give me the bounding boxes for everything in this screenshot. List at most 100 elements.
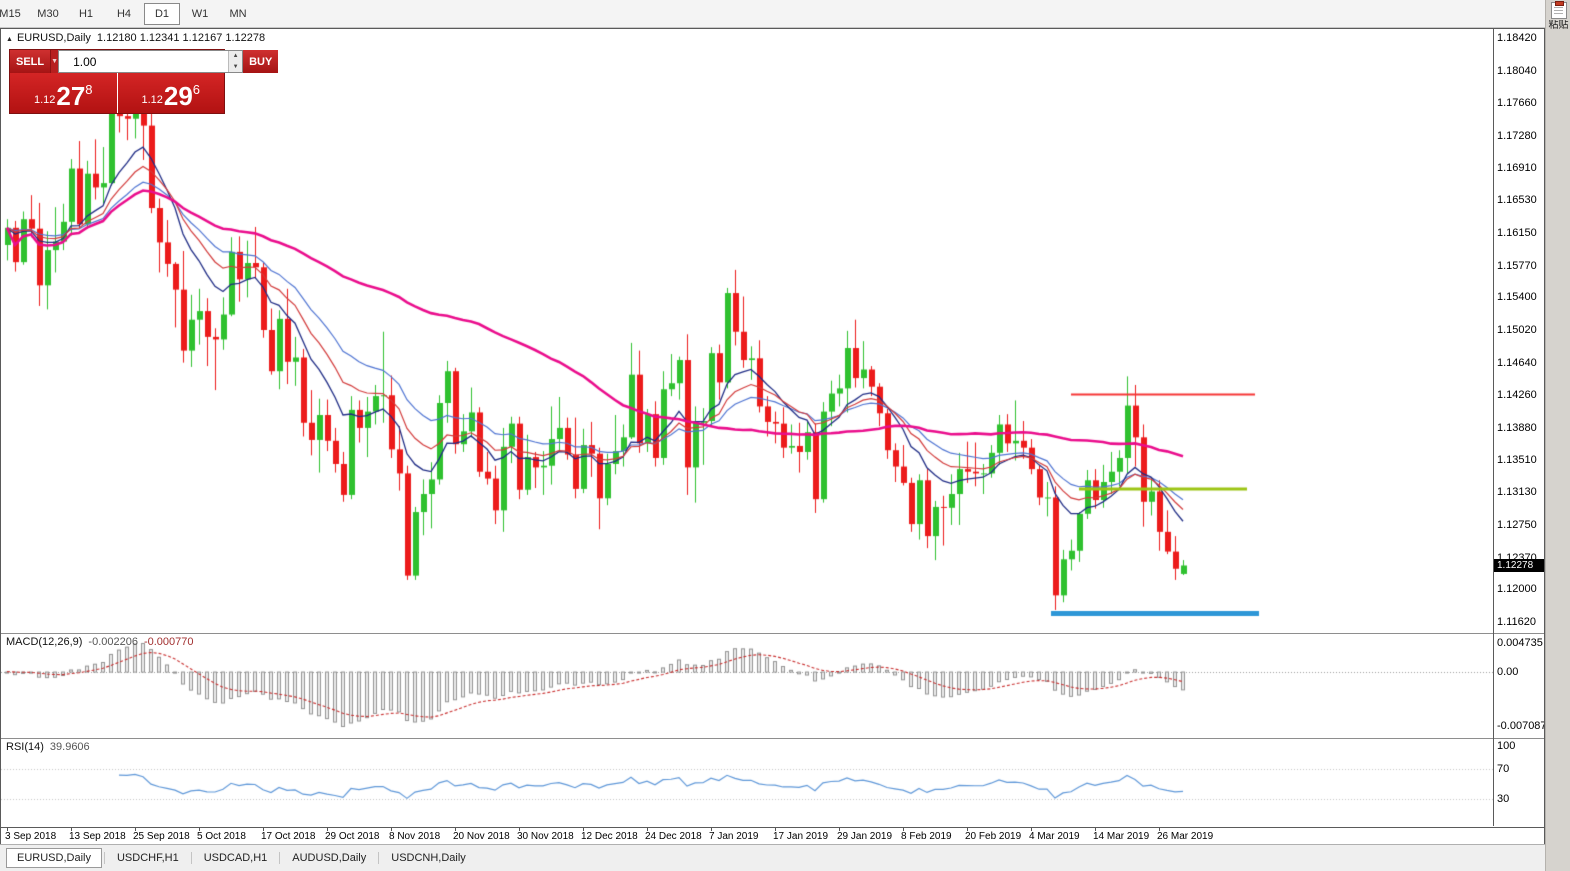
buy-price-sup: 6 [192,82,201,97]
macd-scale-label: 0.004735 [1497,637,1543,649]
price-scale-label: 1.12000 [1497,583,1537,596]
time-axis-tick [839,828,840,831]
collapse-triangle-icon[interactable]: ▲ [6,36,13,43]
volume-spinner: ▲ ▼ [228,51,243,72]
macd-scale-label: -0.007087 [1497,720,1544,732]
macd-chart-canvas[interactable] [1,633,1493,738]
chart-tab-usdcnh-daily[interactable]: USDCNH,Daily [391,852,466,864]
price-scale-label: 1.16150 [1497,226,1537,239]
tab-separator [190,852,192,864]
price-scale-label: 1.18420 [1497,32,1537,44]
panel-splitter[interactable] [1,738,1544,739]
time-axis-tick [1159,828,1160,831]
buy-price-prefix: 1.12 [141,94,163,106]
paste-tool-button[interactable]: 粘贴 [1546,0,1570,32]
tab-separator [279,852,281,864]
one-click-trading-panel: SELL ▼ ▲ ▼ BUY 1.12 27 8 [9,49,279,114]
tab-separator [103,852,105,864]
rsi-panel: RSI(14) 39.9606 100 70 30 [1,738,1544,827]
macd-title: MACD(12,26,9) [6,636,83,648]
date-label: 29 Jan 2019 [837,831,893,842]
date-label: 30 Nov 2018 [517,831,574,842]
date-label: 20 Feb 2019 [965,831,1022,842]
buy-button[interactable]: BUY [243,50,279,73]
time-axis-tick [647,828,648,831]
rsi-header: RSI(14) 39.9606 [6,741,90,753]
spinner-up-icon[interactable]: ▲ [229,51,243,62]
price-scale-label: 1.14260 [1497,389,1537,402]
timeframe-h4[interactable]: H4 [116,7,132,20]
price-scale-label: 1.13130 [1497,486,1537,499]
rsi-title: RSI(14) [6,741,44,753]
macd-scale-label: 0.00 [1497,665,1519,678]
timeframe-d1[interactable]: D1 [144,2,180,25]
time-axis-tick [199,828,200,831]
volume-field: ▲ ▼ [58,50,244,73]
date-label: 13 Sep 2018 [69,831,126,842]
current-price-tag: 1.12278 [1494,559,1544,573]
timeframe-mn[interactable]: MN [229,7,247,20]
time-axis-tick [519,828,520,831]
price-scale[interactable]: 1.18420 1.18040 1.17660 1.17280 1.16910 1.165… [1494,29,1544,633]
time-axis-tick [583,828,584,831]
panel-splitter[interactable] [1,633,1544,634]
price-scale-label: 1.13510 [1497,453,1537,466]
date-label: 17 Jan 2019 [773,831,829,842]
macd-header: MACD(12,26,9) -0.002206 -0.000770 [6,636,194,648]
price-scale-label: 1.18040 [1497,64,1537,77]
date-label: 24 Dec 2018 [645,831,702,842]
volume-dropdown-button[interactable]: ▼ [50,50,59,73]
date-label: 5 Oct 2018 [197,831,246,842]
price-chart-canvas[interactable] [1,29,1493,633]
macd-panel: MACD(12,26,9) -0.002206 -0.000770 0.0047… [1,633,1544,738]
price-scale-label: 1.17660 [1497,97,1537,110]
time-axis-tick [711,828,712,831]
sell-price-big: 27 [56,81,86,111]
rsi-chart-canvas[interactable] [1,738,1493,827]
rsi-value: 39.9606 [49,741,90,753]
date-label: 7 Jan 2019 [709,831,759,842]
time-axis-tick [135,828,136,831]
price-scale-label: 1.16530 [1497,194,1537,207]
price-scale-label: 1.11620 [1497,616,1536,628]
spinner-down-icon[interactable]: ▼ [229,61,243,72]
buy-price-button[interactable]: 1.12 29 6 [117,73,224,113]
price-scale-label: 1.12750 [1497,518,1537,531]
time-axis-tick [327,828,328,831]
date-label: 26 Mar 2019 [1157,831,1214,842]
macd-value: -0.002206 [88,636,138,648]
rsi-scale[interactable]: 100 70 30 [1494,738,1544,827]
paste-tool-label: 粘贴 [1548,20,1569,31]
date-label: 12 Dec 2018 [581,831,638,842]
ohlc-values: 1.12180 1.12341 1.12167 1.12278 [96,32,266,44]
sell-button[interactable]: SELL [10,50,51,73]
time-axis-tick [263,828,264,831]
time-axis-tick [1031,828,1032,831]
time-axis-tick [455,828,456,831]
chart-tab-audusd-daily[interactable]: AUDUSD,Daily [292,852,367,864]
date-label: 8 Feb 2019 [901,831,952,842]
time-axis[interactable]: 3 Sep 2018 13 Sep 2018 25 Sep 2018 5 Oct 20… [1,827,1544,845]
clipboard-icon [1550,1,1567,19]
rsi-scale-label: 100 [1497,740,1516,752]
macd-signal-value: -0.000770 [143,636,194,648]
price-panel: ▲ EURUSD,Daily 1.12180 1.12341 1.12167 1… [1,29,1544,633]
timeframe-m15[interactable]: M15 [0,7,21,20]
price-scale-label: 1.15020 [1497,324,1537,336]
chart-tab-usdcad-h1[interactable]: USDCAD,H1 [203,852,268,864]
timeframe-w1[interactable]: W1 [191,7,209,20]
symbol-name: EURUSD,Daily [16,32,91,44]
volume-input[interactable] [59,51,229,72]
timeframe-m30[interactable]: M30 [37,7,59,20]
time-axis-tick [1095,828,1096,831]
macd-scale[interactable]: 0.004735 0.00 -0.007087 [1494,633,1544,738]
timeframe-h1[interactable]: H1 [78,7,94,20]
time-axis-tick [7,828,8,831]
sell-price-button[interactable]: 1.12 27 8 [10,73,117,113]
chart-tab-usdchf-h1[interactable]: USDCHF,H1 [116,852,179,864]
price-scale-label: 1.16910 [1497,161,1537,174]
date-label: 8 Nov 2018 [389,831,441,842]
time-axis-tick [967,828,968,831]
chart-tabs-bar: EURUSD,Daily USDCHF,H1 USDCAD,H1 AUDUSD,Dai… [0,844,1545,871]
chart-tab-eurusd-daily[interactable]: EURUSD,Daily [6,848,102,868]
